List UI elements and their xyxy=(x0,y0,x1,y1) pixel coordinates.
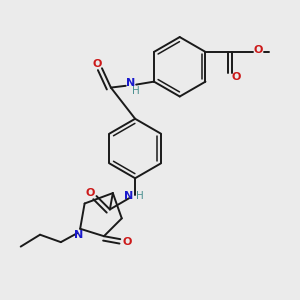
Text: O: O xyxy=(254,45,263,56)
Text: O: O xyxy=(232,72,242,82)
Text: N: N xyxy=(74,230,83,240)
Text: H: H xyxy=(132,86,140,96)
Text: O: O xyxy=(122,237,131,247)
Text: N: N xyxy=(124,191,133,201)
Text: H: H xyxy=(136,191,143,201)
Text: N: N xyxy=(126,78,135,88)
Text: O: O xyxy=(93,59,102,69)
Text: O: O xyxy=(86,188,95,198)
